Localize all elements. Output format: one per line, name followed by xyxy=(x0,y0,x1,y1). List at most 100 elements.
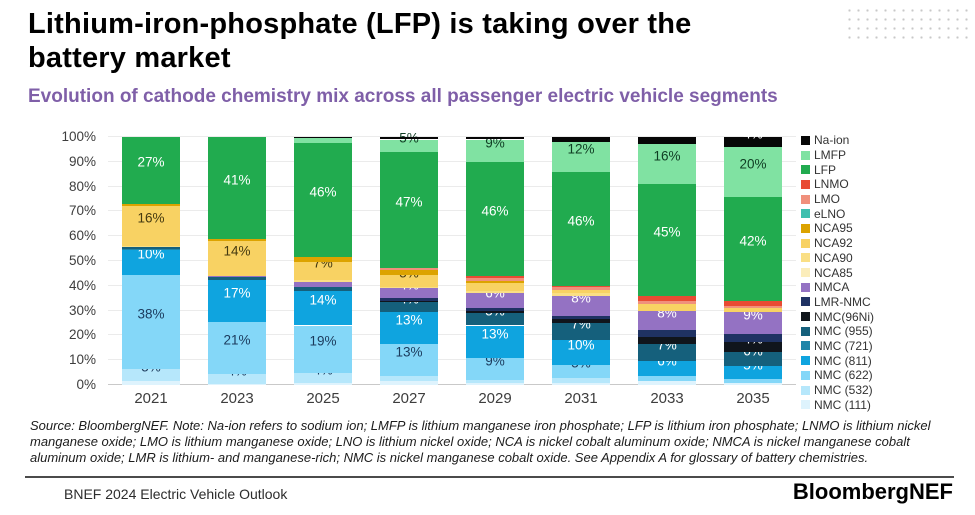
bar-segment-lfp-2025 xyxy=(294,143,352,258)
y-tick-20: 20% xyxy=(68,327,96,343)
bar-segment-nmc955-2029 xyxy=(466,313,524,326)
legend-swatch-nmc96ni xyxy=(801,312,810,322)
legend-label-nmc721: NMC (721) xyxy=(814,338,873,353)
bar-segment-naion-2029 xyxy=(466,137,524,140)
bar-segment-nmc111-2033 xyxy=(638,381,696,385)
legend-item-nmc811: NMC (811) xyxy=(801,353,971,368)
bar-2027: 13%13%4%4%5%47%5% xyxy=(380,130,438,385)
legend-item-lmrnmc: LMR-NMC xyxy=(801,295,971,310)
legend-label-nmc532: NMC (532) xyxy=(814,383,873,398)
bar-segment-nmc955-2021 xyxy=(122,247,180,249)
bar-segment-nmca-2031 xyxy=(552,295,610,316)
bar-segment-nmc622-2021 xyxy=(122,274,180,369)
legend-item-nmc532: NMC (532) xyxy=(801,383,971,398)
legend-label-lnmo: LNMO xyxy=(814,177,849,192)
bar-segment-lmrnmc-2031 xyxy=(552,315,610,320)
bar-segment-lmfp-2035 xyxy=(724,146,782,197)
bar-segment-nmc955-2033 xyxy=(638,344,696,362)
bar-segment-lmfp-2029 xyxy=(466,139,524,162)
bar-segment-nmc532-2029 xyxy=(466,380,524,383)
bar-segment-lnmo-2031 xyxy=(552,285,610,288)
legend-swatch-nmc811 xyxy=(801,356,810,366)
legend-label-nmc955: NMC (955) xyxy=(814,324,873,339)
bar-segment-nmc811-2021 xyxy=(122,249,180,275)
bar-segment-nmc811-2031 xyxy=(552,340,610,366)
legend-swatch-nca90 xyxy=(801,253,810,263)
legend-swatch-lmo xyxy=(801,194,810,204)
bar-segment-nca95-2023 xyxy=(208,238,266,242)
legend-swatch-nca95 xyxy=(801,223,810,233)
bar-segment-nmc96ni-2033 xyxy=(638,336,696,345)
bar-segment-nca90-2027 xyxy=(380,287,438,289)
bar-segment-nca90-2025 xyxy=(294,279,352,283)
bar-segment-lmfp-2031 xyxy=(552,141,610,172)
bar-segment-nmc622-2027 xyxy=(380,344,438,377)
y-tick-30: 30% xyxy=(68,302,96,318)
x-tick-2031: 2031 xyxy=(564,390,598,407)
legend-label-nca85: NCA85 xyxy=(814,265,853,280)
bar-2033: 6%7%8%45%16% xyxy=(638,137,696,385)
legend-item-lmo: LMO xyxy=(801,192,971,207)
bar-segment-lfp-2029 xyxy=(466,161,524,276)
legend-swatch-nmc955 xyxy=(801,326,810,336)
legend-item-lmfp: LMFP xyxy=(801,148,971,163)
bar-segment-nca92-2027 xyxy=(380,274,438,288)
source-note: Source: BloombergNEF. Note: Na-ion refer… xyxy=(30,418,931,466)
legend-label-nmc622: NMC (622) xyxy=(814,368,873,383)
bar-segment-lfp-2027 xyxy=(380,151,438,269)
bar-segment-naion-2031 xyxy=(552,137,610,142)
legend-swatch-nmc721 xyxy=(801,341,810,351)
bar-2035: 5%6%4%9%42%20%4% xyxy=(724,126,782,385)
footer-divider xyxy=(25,476,954,478)
x-tick-2023: 2023 xyxy=(220,390,254,407)
bar-segment-lmo-2031 xyxy=(552,287,610,290)
gridline-60 xyxy=(108,235,796,237)
bar-segment-nca95-2025 xyxy=(294,257,352,263)
y-tick-10: 10% xyxy=(68,352,96,368)
y-axis: 0% 10% 20% 30% 40% 50% 60% 70% 80% 90% 100% xyxy=(40,129,102,392)
plot-area: 5%38%10%16%27% 4%21%17%14%41% 4%19%14%7%46… xyxy=(108,126,796,385)
legend-item-nmc622: NMC (622) xyxy=(801,368,971,383)
bar-segment-lfp-2031 xyxy=(552,171,610,286)
bar-segment-nmc955-2027 xyxy=(380,301,438,312)
gridline-70 xyxy=(108,210,796,212)
bar-segment-nmc622-2023 xyxy=(208,321,266,374)
bar-segment-nmc111-2031 xyxy=(552,382,610,385)
legend-item-nca85: NCA85 xyxy=(801,265,971,280)
bar-segment-lmfp-2027 xyxy=(380,139,438,152)
bar-segment-lfp-2023 xyxy=(208,137,266,239)
legend-item-nmc955: NMC (955) xyxy=(801,324,971,339)
bar-segment-lnmo-2035 xyxy=(724,300,782,306)
y-tick-80: 80% xyxy=(68,178,96,194)
legend-swatch-nmca xyxy=(801,282,810,292)
bar-segment-nca95-2027 xyxy=(380,269,438,275)
bar-segment-nmc532-2021 xyxy=(122,368,180,382)
legend-swatch-lmfp xyxy=(801,150,810,160)
gridline-30 xyxy=(108,309,796,311)
legend-swatch-lmrnmc xyxy=(801,297,810,307)
chart-legend: Na-ion LMFP LFP LNMO LMO eLNO NCA95 NCA92 NCA90 N… xyxy=(801,133,971,412)
bar-segment-nmc955-2023 xyxy=(208,277,266,280)
bar-segment-lmo-2033 xyxy=(638,300,696,305)
gridline-80 xyxy=(108,185,796,187)
legend-swatch-nmc622 xyxy=(801,370,810,380)
legend-label-nmc96ni: NMC(96Ni) xyxy=(814,309,874,324)
bar-segment-lmo-2029 xyxy=(466,278,524,281)
bar-segment-nmc111-2021 xyxy=(122,381,180,385)
y-tick-100: 100% xyxy=(61,129,96,144)
bar-segment-lnmo-2029 xyxy=(466,275,524,279)
bar-segment-nmca-2025 xyxy=(294,282,352,288)
bar-segment-nmc111-2035 xyxy=(724,382,782,385)
page-title: Lithium-iron-phosphate (LFP) is taking o… xyxy=(28,8,692,74)
legend-label-nmca: NMCA xyxy=(814,280,850,295)
bar-segment-nmc111-2029 xyxy=(466,382,524,385)
bar-segment-lmrnmc-2029 xyxy=(466,308,524,311)
bar-2021: 5%38%10%16%27% xyxy=(122,137,180,385)
gridline-90 xyxy=(108,160,796,162)
bar-segment-nmc622-2025 xyxy=(294,325,352,373)
bar-segment-nmc622-2033 xyxy=(638,376,696,382)
chart-subtitle: Evolution of cathode chemistry mix acros… xyxy=(28,86,778,107)
bar-segment-naion-2035 xyxy=(724,137,782,147)
bar-segment-nmc96ni-2035 xyxy=(724,341,782,352)
legend-label-lfp: LFP xyxy=(814,162,837,177)
